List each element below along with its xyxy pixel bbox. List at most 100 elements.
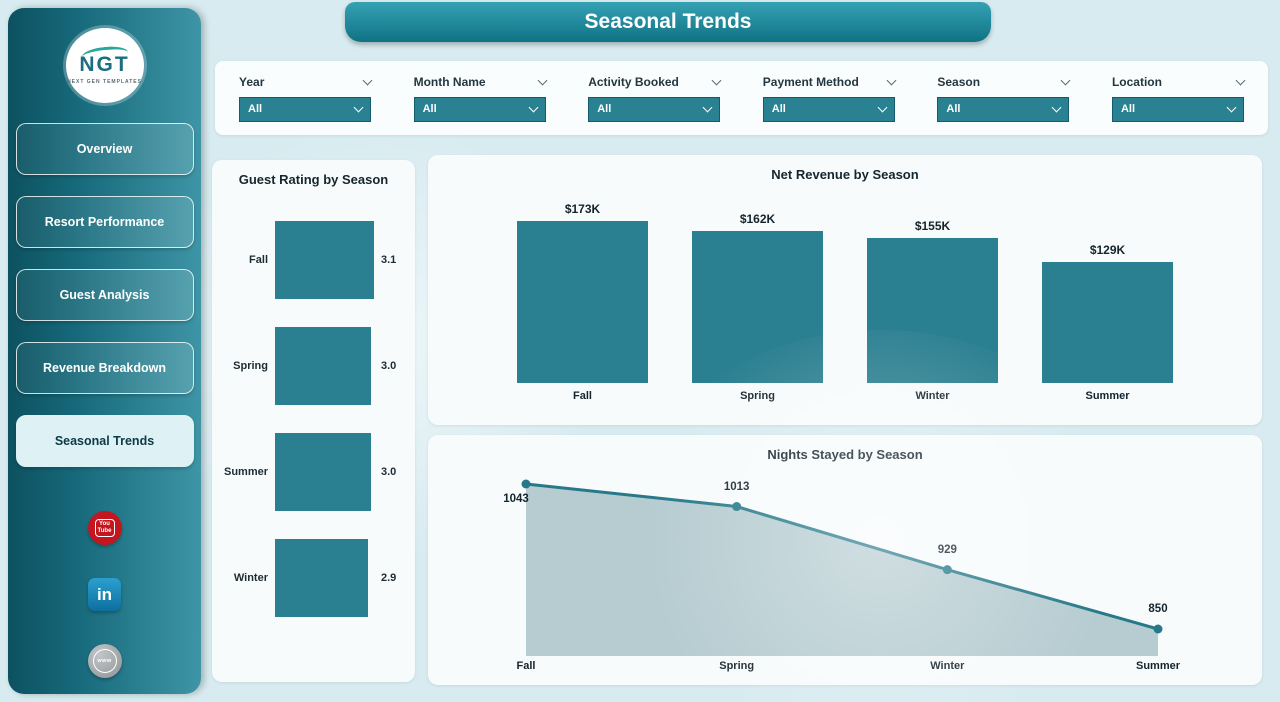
revenue-value-label: $129K <box>1089 243 1126 257</box>
sidebar-item-revenue-breakdown[interactable]: Revenue Breakdown <box>15 342 194 394</box>
rating-chart: Fall 3.1 Spring 3.0 Summer 3.0 Winter 2.9 <box>222 221 405 617</box>
filter-year: Year All <box>239 74 373 122</box>
rating-bar-track <box>275 433 374 511</box>
chevron-down-icon[interactable] <box>886 75 897 85</box>
nights-value-label: 850 <box>1148 603 1168 615</box>
chevron-down-icon <box>1226 102 1237 113</box>
revenue-value-label: $155K <box>914 219 951 233</box>
rating-category-label: Spring <box>233 360 268 372</box>
rating-value-label: 3.1 <box>381 254 397 266</box>
revenue-value-label: $173K <box>564 202 601 216</box>
website-globe-icon[interactable]: www <box>87 644 122 678</box>
filter-month-name: Month Name All <box>413 75 548 122</box>
nights-point[interactable] <box>732 502 742 512</box>
year-filter-select[interactable]: All <box>239 96 371 122</box>
month-name-filter-select[interactable]: All <box>413 96 546 122</box>
revenue-category-label: Fall <box>573 390 592 402</box>
net-revenue-card: Net Revenue by Season $173K Fall $162K Spri… <box>428 155 1262 425</box>
filter-label: Year <box>239 74 265 89</box>
revenue-category-label: Winter <box>915 390 950 402</box>
nights-category-label: Spring <box>719 660 755 672</box>
youtube-icon[interactable]: You Tube <box>87 511 122 545</box>
rating-bar-track <box>275 327 374 405</box>
season-filter-select[interactable]: All <box>937 96 1070 122</box>
page-title: Seasonal Trends <box>584 10 752 33</box>
chevron-down-icon <box>1051 102 1062 113</box>
filter-label-row: Season <box>937 74 1071 89</box>
sidebar-item-seasonal-trends[interactable]: Seasonal Trends <box>15 415 194 467</box>
sidebar-item-resort-performance[interactable]: Resort Performance <box>15 196 194 248</box>
payment-method-filter-select[interactable]: All <box>762 96 895 122</box>
revenue-bar[interactable] <box>867 238 998 383</box>
rating-bar-track <box>275 221 374 299</box>
filter-label-row: Location <box>1111 74 1246 89</box>
chevron-down-icon[interactable] <box>1235 75 1246 85</box>
guest-rating-card: Guest Rating by Season Fall 3.1 Spring 3.0 S… <box>212 160 415 682</box>
nights-value-label: 1043 <box>503 493 529 505</box>
linkedin-icon[interactable]: in <box>88 578 121 611</box>
rating-row: Fall 3.1 <box>224 221 403 299</box>
chevron-down-icon <box>528 102 539 113</box>
filter-label: Location <box>1111 74 1162 89</box>
globe-ring: www <box>92 649 117 673</box>
guest-rating-title: Guest Rating by Season <box>238 172 389 187</box>
chevron-down-icon[interactable] <box>1060 75 1071 85</box>
revenue-column-group: $162K Spring <box>692 212 823 402</box>
filter-activity-booked: Activity Booked All <box>588 75 722 122</box>
nights-point[interactable] <box>1153 624 1163 634</box>
nights-category-label: Summer <box>1135 660 1181 672</box>
nights-point[interactable] <box>521 479 531 489</box>
revenue-column-group: $155K Winter <box>867 219 998 402</box>
sidebar-nav: Overview Resort Performance Guest Analys… <box>8 123 201 467</box>
nights-category-label: Winter <box>930 660 965 672</box>
revenue-bar[interactable] <box>517 221 648 383</box>
sidebar-item-guest-analysis[interactable]: Guest Analysis <box>15 269 194 321</box>
rating-bar[interactable] <box>275 539 368 617</box>
revenue-value-label: $162K <box>739 212 776 226</box>
revenue-column-group: $129K Summer <box>1042 243 1173 402</box>
page-title-banner: Seasonal Trends <box>345 2 991 42</box>
rating-value-label: 3.0 <box>381 360 397 372</box>
rating-bar-track <box>275 539 374 617</box>
location-filter-select[interactable]: All <box>1111 96 1244 122</box>
filter-label: Season <box>937 74 981 89</box>
filter-value: All <box>771 103 786 115</box>
rating-bar[interactable] <box>275 221 374 299</box>
net-revenue-title: Net Revenue by Season <box>771 167 919 182</box>
revenue-chart: $173K Fall $162K Spring $155K Winter $129K Summ… <box>444 188 1246 402</box>
nights-value-label: 929 <box>937 543 957 556</box>
rating-category-label: Winter <box>233 572 268 584</box>
rating-bar[interactable] <box>275 327 371 405</box>
revenue-bar[interactable] <box>1042 262 1173 383</box>
youtube-icon-label: You Tube <box>94 518 115 538</box>
filter-label-row: Payment Method <box>762 74 897 89</box>
nights-point[interactable] <box>942 565 952 575</box>
chevron-down-icon[interactable] <box>537 75 548 85</box>
chevron-down-icon <box>702 102 713 113</box>
nights-value-label: 1013 <box>723 480 750 493</box>
rating-row: Summer 3.0 <box>224 433 403 511</box>
nights-stayed-title: Nights Stayed by Season <box>767 447 923 462</box>
sidebar-item-overview[interactable]: Overview <box>15 123 194 175</box>
chevron-down-icon[interactable] <box>711 75 722 85</box>
activity-booked-filter-select[interactable]: All <box>588 96 721 122</box>
nights-line <box>525 482 1159 631</box>
sidebar: NGT NEXT GEN TEMPLATES Overview Resort P… <box>8 8 201 694</box>
filter-payment-method: Payment Method All <box>762 74 897 122</box>
filter-label-row: Activity Booked <box>588 75 722 89</box>
rating-value-label: 3.0 <box>381 466 397 478</box>
nights-area-svg <box>521 479 1163 656</box>
chevron-down-icon <box>877 102 888 113</box>
filter-label-row: Month Name <box>414 75 548 89</box>
filter-label-row: Year <box>239 74 373 89</box>
linkedin-icon-label: in <box>96 584 113 604</box>
revenue-bar[interactable] <box>692 231 823 383</box>
filter-value: All <box>1120 103 1136 115</box>
filter-location: Location All <box>1111 74 1246 122</box>
nights-category-label: Fall <box>516 660 536 672</box>
chevron-down-icon[interactable] <box>362 75 373 85</box>
filter-label: Payment Method <box>762 74 859 89</box>
logo-subtitle: NEXT GEN TEMPLATES <box>67 78 142 85</box>
filter-value: All <box>597 103 612 115</box>
rating-bar[interactable] <box>275 433 371 511</box>
